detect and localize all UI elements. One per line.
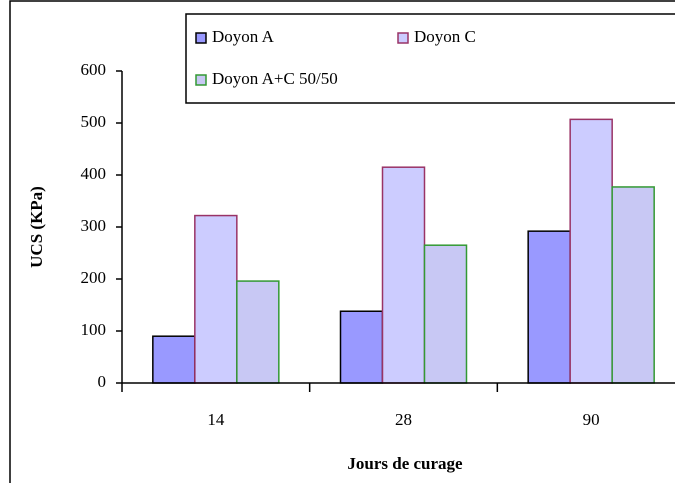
bar bbox=[611, 186, 655, 384]
legend-label: Doyon C bbox=[414, 27, 476, 46]
legend-swatch bbox=[195, 32, 207, 44]
legend-label: Doyon A bbox=[212, 27, 275, 46]
y-tick-label: 0 bbox=[98, 372, 107, 391]
x-axis-label: Jours de curage bbox=[347, 454, 463, 473]
y-tick-label: 600 bbox=[81, 60, 107, 79]
legend-swatch bbox=[397, 32, 409, 44]
x-tick-label: 28 bbox=[395, 410, 412, 429]
chart-frame bbox=[9, 0, 675, 483]
x-tick-label: 14 bbox=[207, 410, 225, 429]
y-tick-label: 200 bbox=[81, 268, 107, 287]
bar bbox=[569, 118, 613, 384]
bar bbox=[423, 244, 468, 384]
y-axis-label: UCS (KPa) bbox=[27, 186, 46, 268]
bar bbox=[527, 230, 571, 384]
x-tick-label: 90 bbox=[583, 410, 600, 429]
legend-box bbox=[185, 13, 675, 104]
y-tick-label: 400 bbox=[81, 164, 107, 183]
legend-swatch bbox=[195, 74, 207, 86]
bar bbox=[236, 280, 280, 384]
legend-label: Doyon A+C 50/50 bbox=[212, 69, 338, 88]
y-tick-label: 100 bbox=[81, 320, 107, 339]
bar bbox=[152, 335, 196, 384]
bar bbox=[381, 166, 426, 384]
bar bbox=[194, 214, 238, 384]
bar bbox=[339, 310, 384, 384]
y-tick-label: 500 bbox=[81, 112, 107, 131]
y-tick-label: 300 bbox=[81, 216, 107, 235]
